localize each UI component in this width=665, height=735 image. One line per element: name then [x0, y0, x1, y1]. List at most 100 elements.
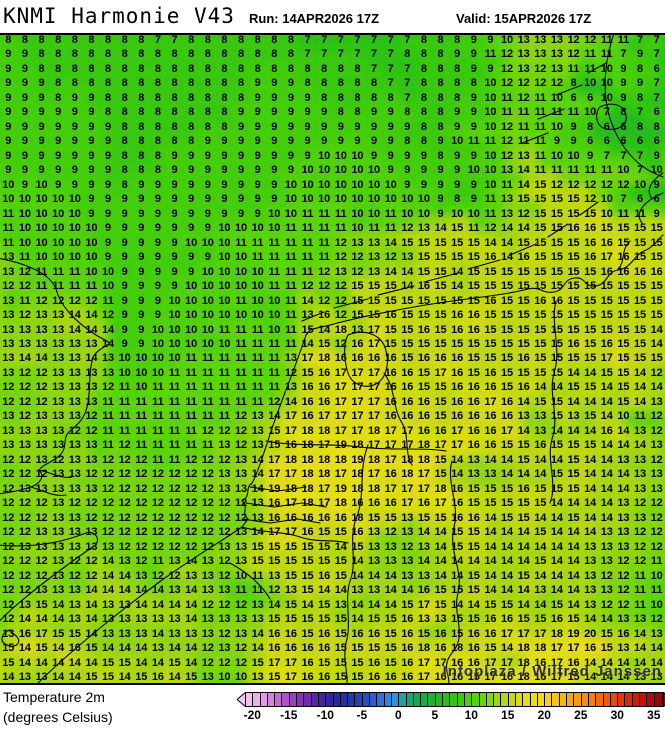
shade-cell	[418, 366, 437, 382]
shade-cell	[609, 502, 627, 518]
shade-cell	[246, 140, 264, 156]
shade-cell	[661, 622, 665, 638]
shade-cell	[591, 456, 610, 473]
shade-cell	[470, 441, 489, 457]
shade-cell	[55, 35, 74, 51]
temperature-value: 18	[517, 671, 530, 684]
shade-cell	[609, 185, 627, 201]
shade-cell	[90, 396, 108, 412]
temperature-value: 16	[417, 584, 431, 597]
shade-cell	[228, 472, 247, 488]
shade-cell	[194, 155, 212, 171]
temperature-value: 8	[437, 48, 444, 61]
temperature-value: 13	[201, 613, 214, 626]
shade-cell	[107, 336, 126, 352]
shade-cell	[297, 321, 316, 337]
temperature-value: 16	[318, 569, 331, 582]
shade-cell	[125, 411, 143, 427]
shade-cell	[21, 50, 39, 66]
temperature-value: 10	[135, 366, 148, 379]
temperature-value: 10	[318, 149, 331, 162]
shade-cell	[38, 637, 56, 653]
shade-cell	[522, 547, 540, 563]
temperature-value: 13	[367, 540, 381, 553]
temperature-value: 15	[334, 569, 347, 582]
shade-cell	[0, 35, 4, 36]
temperature-value: 13	[633, 468, 647, 481]
temperature-value: 11	[285, 222, 297, 235]
shade-cell	[263, 230, 281, 246]
temperature-value: 15	[467, 540, 480, 553]
temperature-value: 10	[584, 77, 597, 90]
shade-cell	[176, 381, 195, 397]
shade-cell	[159, 215, 177, 231]
temperature-value: 7	[653, 48, 660, 61]
temperature-value: 10	[351, 222, 364, 235]
temperature-value: 14	[584, 511, 597, 524]
temperature-value: 10	[18, 207, 32, 220]
temperature-value: 13	[85, 338, 98, 350]
temperature-value: 11	[218, 381, 231, 394]
temperature-value: 15	[633, 251, 647, 264]
temperature-value: 10	[68, 207, 81, 220]
shade-cell	[505, 215, 523, 231]
temperature-value: 14	[168, 671, 181, 684]
temperature-value: 12	[334, 280, 347, 293]
temperature-value: 9	[154, 178, 161, 191]
temperature-value: 16	[151, 671, 165, 684]
temperature-value: 12	[500, 120, 514, 133]
temperature-value: 14	[52, 598, 65, 611]
temperature-value: 16	[467, 511, 480, 524]
shade-cell	[574, 321, 592, 337]
temperature-value: 16	[318, 511, 331, 524]
temperature-value: 9	[254, 207, 261, 220]
shade-cell	[107, 80, 126, 96]
colorbar-segment	[457, 693, 465, 706]
shade-cell	[90, 170, 108, 186]
shade-cell	[315, 381, 333, 397]
temperature-value: 11	[484, 193, 497, 206]
temperature-value: 11	[534, 106, 547, 119]
temperature-value: 17	[268, 453, 281, 466]
shade-cell	[505, 532, 523, 548]
shade-cell	[159, 682, 177, 683]
temperature-value: 15	[600, 642, 613, 655]
temperature-value: 14	[151, 598, 165, 611]
temperature-value: 8	[121, 91, 128, 104]
shade-cell	[609, 637, 627, 653]
temperature-value: 15	[567, 381, 580, 394]
shade-cell	[539, 245, 558, 262]
shade-cell	[574, 351, 592, 367]
temperature-value: 12	[68, 569, 81, 582]
temperature-value: 15	[517, 193, 530, 206]
temperature-value: 13	[35, 540, 48, 553]
shade-cell	[522, 532, 540, 548]
shade-cell	[470, 426, 489, 442]
temperature-value: 13	[35, 309, 48, 322]
shade-cell	[315, 622, 333, 638]
temperature-value: 12	[135, 526, 148, 539]
shade-cell	[453, 35, 471, 51]
temperature-value: 9	[437, 193, 444, 206]
shade-cell	[125, 472, 143, 488]
shade-cell	[643, 426, 662, 442]
temperature-value: 12	[18, 280, 32, 293]
temperature-value: 9	[487, 62, 494, 75]
temperature-value: 13	[401, 251, 414, 264]
shade-cell	[609, 532, 627, 548]
shade-cell	[297, 155, 316, 171]
temperature-value: 12	[500, 135, 514, 148]
shade-cell	[661, 456, 665, 473]
temperature-value: 13	[52, 395, 65, 408]
temperature-value: 12	[18, 569, 32, 582]
shade-cell	[194, 80, 212, 96]
temperature-value: 12	[384, 251, 397, 264]
shade-cell	[211, 215, 229, 231]
shade-cell	[55, 95, 74, 111]
temperature-value: 9	[570, 135, 577, 148]
shade-cell	[3, 80, 22, 96]
shade-cell	[661, 170, 665, 186]
shade-cell	[3, 291, 22, 307]
shade-cell	[505, 577, 523, 593]
temperature-value: 14	[68, 323, 81, 336]
